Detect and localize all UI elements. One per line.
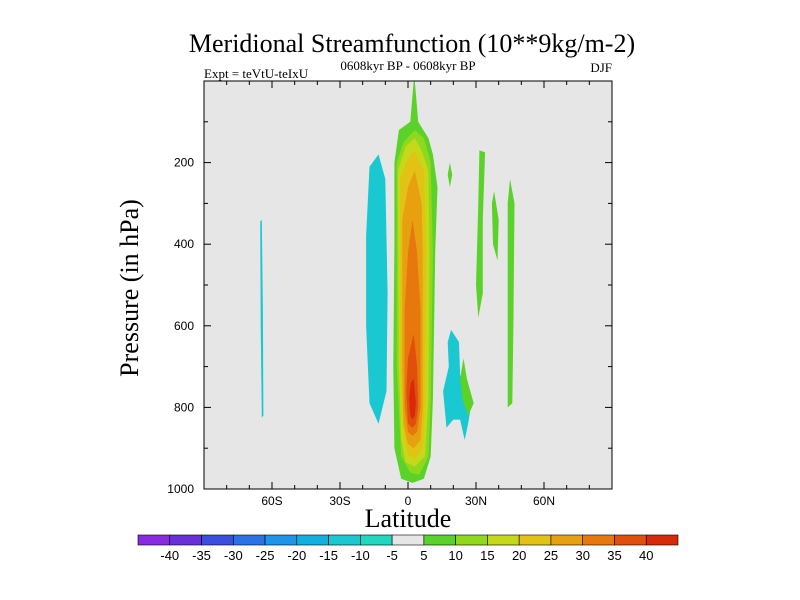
colorbar-swatch-12 bbox=[518, 534, 552, 546]
contour-region-15 bbox=[409, 378, 416, 420]
colorbar-swatch-14 bbox=[582, 534, 615, 546]
x-tick-label-1: 30S bbox=[329, 494, 350, 508]
colorbar-swatch-3 bbox=[232, 534, 266, 546]
x-tick-label-4: 60N bbox=[533, 494, 555, 508]
colorbar-swatch-7 bbox=[360, 534, 393, 546]
colorbar: -40 -35 -30 -25 -20 -15 -10 -5 5 10 15 20 25 30 35 40 bbox=[137, 534, 679, 563]
colorbar-label-1: -35 bbox=[192, 548, 211, 563]
y-tick-label-4: 1000 bbox=[167, 482, 194, 496]
colorbar-label-6: -10 bbox=[351, 548, 370, 563]
right-label: DJF bbox=[590, 60, 612, 75]
colorbar-label-12: 25 bbox=[544, 548, 558, 563]
contour-region-5 bbox=[507, 178, 515, 408]
colorbar-swatch-15 bbox=[614, 534, 647, 546]
colorbar-swatch-6 bbox=[328, 534, 361, 546]
colorbar-label-9: 10 bbox=[448, 548, 462, 563]
colorbar-label-10: 15 bbox=[480, 548, 494, 563]
colorbar-swatch-10 bbox=[455, 534, 488, 546]
contour-region-7 bbox=[447, 162, 453, 188]
x-tick-label-2: 0 bbox=[405, 494, 412, 508]
y-axis-title: Pressure (in hPa) bbox=[115, 199, 144, 377]
contour-region-1 bbox=[366, 154, 388, 424]
y-tick-label-0: 200 bbox=[174, 156, 194, 170]
colorbar-swatch-4 bbox=[264, 534, 298, 546]
center-label: 0608kyr BP - 0608kyr BP bbox=[340, 58, 475, 73]
colorbar-label-3: -25 bbox=[256, 548, 275, 563]
colorbar-swatch-1 bbox=[169, 534, 202, 546]
plot-area: 60S 30S 0 30N 60N 200 400 600 800 1000 bbox=[167, 80, 613, 508]
colorbar-label-14: 35 bbox=[607, 548, 621, 563]
tick-layer: 60S 30S 0 30N 60N 200 400 600 800 1000 bbox=[167, 81, 612, 508]
colorbar-label-15: 40 bbox=[639, 548, 653, 563]
x-axis-title: Latitude bbox=[365, 504, 452, 533]
contour-region-0 bbox=[260, 219, 264, 418]
colorbar-swatch-11 bbox=[487, 534, 520, 546]
colorbar-swatch-8 bbox=[391, 534, 425, 546]
colorbar-label-5: -15 bbox=[319, 548, 338, 563]
colorbar-label-8: 5 bbox=[420, 548, 427, 563]
colorbar-swatch-5 bbox=[296, 534, 329, 546]
contour-region-8 bbox=[460, 358, 474, 416]
chart-title: Meridional Streamfunction (10**9kg/m-2) bbox=[189, 29, 635, 58]
colorbar-swatch-9 bbox=[423, 534, 456, 546]
colorbar-label-13: 30 bbox=[575, 548, 589, 563]
colorbar-label-7: -5 bbox=[386, 548, 398, 563]
y-tick-label-2: 600 bbox=[174, 319, 194, 333]
colorbar-swatch-0 bbox=[137, 534, 171, 546]
y-tick-label-3: 800 bbox=[174, 400, 194, 414]
contour-layer bbox=[260, 81, 515, 483]
y-tick-label-1: 400 bbox=[174, 237, 194, 251]
contour-region-4 bbox=[476, 150, 486, 318]
colorbar-swatch-16 bbox=[645, 534, 679, 546]
colorbar-swatch-13 bbox=[550, 534, 584, 546]
left-label: Expt = teVtU-teIxU bbox=[204, 66, 309, 81]
colorbar-label-0: -40 bbox=[160, 548, 179, 563]
colorbar-label-2: -30 bbox=[224, 548, 243, 563]
contour-region-2 bbox=[443, 329, 472, 440]
colorbar-label-11: 20 bbox=[512, 548, 526, 563]
x-tick-label-0: 60S bbox=[261, 494, 282, 508]
contour-region-6 bbox=[491, 191, 499, 261]
x-tick-label-3: 30N bbox=[465, 494, 487, 508]
colorbar-swatch-2 bbox=[201, 534, 234, 546]
colorbar-label-4: -20 bbox=[287, 548, 306, 563]
